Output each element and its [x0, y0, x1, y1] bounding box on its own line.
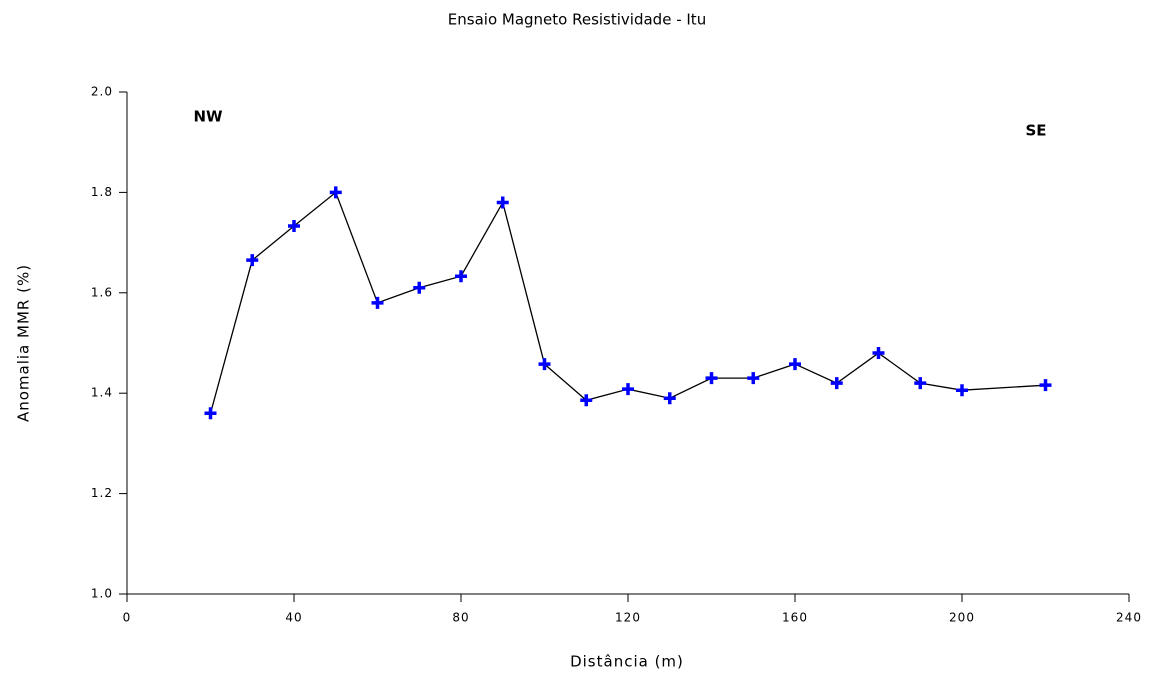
marker: [747, 372, 760, 385]
x-tick-label: 40: [285, 611, 302, 625]
y-tick-label: 1.2: [91, 486, 113, 500]
x-tick-label: 240: [1116, 611, 1142, 625]
chart-title: Ensaio Magneto Resistividade - Itu: [448, 11, 706, 29]
marker: [371, 296, 384, 309]
marker: [872, 347, 885, 360]
y-tick-label: 2.0: [91, 85, 113, 99]
marker: [288, 220, 300, 233]
annotation: NW: [193, 108, 223, 126]
y-tick-label: 1.8: [91, 185, 113, 199]
marker: [329, 186, 342, 199]
marker: [663, 392, 676, 405]
series-line: [209, 191, 1046, 414]
marker: [956, 384, 968, 397]
marker: [496, 196, 509, 209]
marker: [204, 407, 217, 420]
marker: [622, 383, 634, 396]
marker: [1039, 379, 1052, 392]
x-tick-label: 0: [123, 611, 132, 625]
marker: [538, 358, 551, 371]
marker: [580, 394, 593, 407]
x-tick-label: 120: [615, 611, 641, 625]
x-tick-label: 160: [782, 611, 808, 625]
marker: [413, 281, 426, 294]
y-axis-title: Anomalia MMR (%): [15, 264, 33, 422]
x-axis-title: Distância (m): [570, 653, 684, 671]
y-tick-label: 1.6: [91, 285, 113, 299]
y-tick-label: 1.0: [91, 587, 113, 601]
marker: [830, 377, 843, 390]
y-tick-label: 1.4: [91, 386, 113, 400]
marker: [705, 372, 718, 385]
x-tick-label: 200: [949, 611, 975, 625]
marker: [914, 377, 927, 390]
x-tick-label: 80: [452, 611, 469, 625]
marker: [455, 270, 467, 283]
marker: [246, 254, 259, 267]
marker: [789, 358, 801, 371]
annotation: SE: [1025, 122, 1046, 140]
